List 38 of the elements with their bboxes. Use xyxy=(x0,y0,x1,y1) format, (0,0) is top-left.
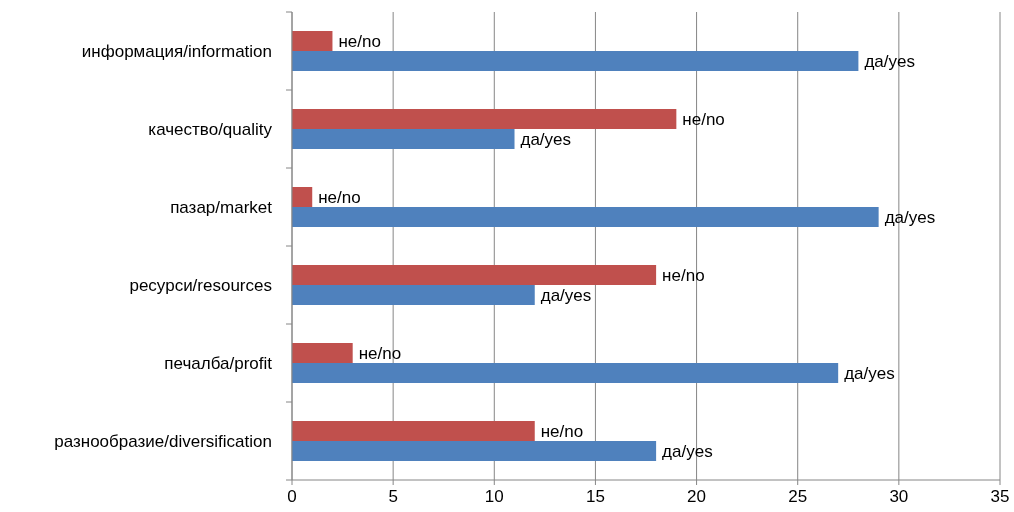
text: не/no xyxy=(318,188,361,207)
text: не/no xyxy=(682,110,725,129)
text: не/no xyxy=(358,344,402,363)
x-tick-label: 15 xyxy=(585,487,605,506)
text: да/yes xyxy=(520,130,572,149)
bar xyxy=(292,441,657,461)
bar xyxy=(292,129,515,149)
x-tick-label: 0 xyxy=(287,487,297,506)
series-label: да/yes xyxy=(864,52,915,71)
x-tick-label: 10 xyxy=(484,487,504,506)
x-tick-label: 20 xyxy=(687,487,707,506)
x-tick-label: 35 xyxy=(990,487,1010,506)
y-tick-label: разнообразие/diversification xyxy=(54,432,272,451)
y-tick-label: информация/information xyxy=(81,42,272,61)
bar xyxy=(292,51,859,71)
bar xyxy=(292,109,677,129)
bar xyxy=(292,363,839,383)
bar xyxy=(292,343,353,363)
x-tick-label: 5 xyxy=(388,487,398,506)
x-tick-label: 25 xyxy=(788,487,808,506)
text: да/yes xyxy=(844,364,895,383)
y-tick-label: печалба/profit xyxy=(164,354,273,373)
bar xyxy=(292,31,333,51)
bar xyxy=(292,285,535,305)
bar xyxy=(292,265,657,285)
y-tick-label: пазар/market xyxy=(170,198,273,217)
y-tick-label: качество/quality xyxy=(148,120,273,139)
bar xyxy=(292,187,313,207)
text: не/no xyxy=(540,422,584,441)
text: да/yes xyxy=(884,208,936,227)
x-tick-label: 30 xyxy=(889,487,909,506)
series-label: не/no xyxy=(338,32,381,51)
bar xyxy=(292,207,879,227)
y-tick-label: ресурси/resources xyxy=(129,276,272,295)
text: не/no xyxy=(662,266,705,285)
text: да/yes xyxy=(662,442,713,461)
text: да/yes xyxy=(540,286,592,305)
bar xyxy=(292,421,535,441)
